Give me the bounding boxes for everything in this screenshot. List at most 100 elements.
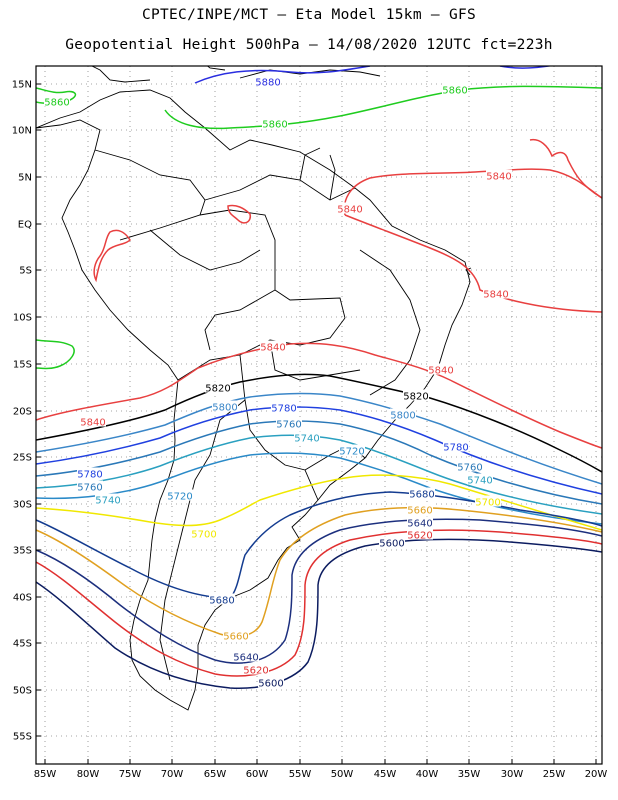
lon-tick-label: 40W <box>416 769 439 780</box>
contour-label-5840: 5840 <box>260 343 285 354</box>
lat-tick-label: 20S <box>13 407 32 418</box>
lon-tick-label: 45W <box>374 769 397 780</box>
lat-tick-label: 45S <box>13 639 32 650</box>
contour-5860 <box>36 85 602 370</box>
contour-label-background <box>390 408 416 420</box>
contour-label-5780: 5780 <box>271 404 296 415</box>
lon-tick-label: 75W <box>119 769 142 780</box>
contour-label-5780: 5780 <box>443 443 468 454</box>
contour-label-5740: 5740 <box>467 476 492 487</box>
lon-tick-label: 60W <box>246 769 269 780</box>
map-title-line-2: Geopotential Height 500hPa – 14/08/2020 … <box>65 37 553 53</box>
map-frame <box>35 65 603 765</box>
contour-label-background <box>260 340 286 352</box>
contour-label-5860: 5860 <box>262 120 287 131</box>
contour-label-background <box>457 460 483 472</box>
contour-label-5840: 5840 <box>483 290 508 301</box>
contour-5800 <box>36 392 602 485</box>
contour-label-background <box>95 493 121 505</box>
contour-label-background <box>403 389 429 401</box>
contour-label-background <box>483 287 509 299</box>
contour-label-5840: 5840 <box>486 172 511 183</box>
lat-tick-label: 5N <box>18 173 32 184</box>
contour-5780 <box>36 406 602 495</box>
contour-label-5760: 5760 <box>77 483 102 494</box>
contour-label-background <box>258 676 284 688</box>
contour-label-5660: 5660 <box>223 632 248 643</box>
contour-label-5860: 5860 <box>442 86 467 97</box>
lon-tick-label: 20W <box>585 769 608 780</box>
contour-label-5640: 5640 <box>233 653 258 664</box>
contour-5820 <box>36 373 602 473</box>
contour-label-background <box>223 629 249 641</box>
contour-label-5720: 5720 <box>167 492 192 503</box>
contour-label-background <box>205 381 231 393</box>
contour-label-5740: 5740 <box>294 434 319 445</box>
contour-label-background <box>337 202 363 214</box>
contour-label-5720: 5720 <box>339 447 364 458</box>
lat-tick-label: 25S <box>13 453 32 464</box>
contour-label-background <box>486 169 512 181</box>
contour-label-5620: 5620 <box>407 531 432 542</box>
lat-tick-label: 55S <box>13 732 32 743</box>
contour-label-background <box>262 117 288 129</box>
contour-label-background <box>379 536 405 548</box>
longitude-ticks: 85W 80W 75W 70W 65W 60W 55W 50W 45W 40W 35W 30W 25W 2… <box>34 759 608 780</box>
contour-5720 <box>36 452 602 525</box>
lon-tick-label: 65W <box>204 769 227 780</box>
lat-tick-label: 30S <box>13 500 32 511</box>
lat-tick-label: 5S <box>19 266 32 277</box>
contour-label-5640: 5640 <box>407 519 432 530</box>
contour-label-5880: 5880 <box>255 78 280 89</box>
contour-5680 <box>36 491 602 599</box>
contour-label-5820: 5820 <box>403 392 428 403</box>
contour-label-background <box>271 401 297 413</box>
lon-tick-label: 30W <box>501 769 524 780</box>
contour-label-background <box>407 516 433 528</box>
contour-label-5600: 5600 <box>258 679 283 690</box>
lat-tick-label: 10N <box>12 126 32 137</box>
lat-tick-label: 15N <box>12 80 32 91</box>
contour-label-5680: 5680 <box>209 596 234 607</box>
contour-label-background <box>44 95 70 107</box>
contour-label-5600: 5600 <box>379 539 404 550</box>
lon-tick-label: 70W <box>161 769 184 780</box>
contour-5700 <box>36 474 602 531</box>
contour-label-background <box>339 444 365 456</box>
contour-label-background <box>191 527 217 539</box>
contour-label-background <box>443 440 469 452</box>
lat-tick-label: 40S <box>13 593 32 604</box>
contour-labels: 5880 5860 5860 5860 5840 5840 5840 5840 5840 5840… <box>44 75 512 690</box>
contour-label-background <box>255 75 281 87</box>
contour-label-5620: 5620 <box>243 666 268 677</box>
coastline-borders <box>36 66 472 711</box>
contour-5600 <box>36 538 602 689</box>
contour-label-background <box>77 467 103 479</box>
contour-5640 <box>36 518 602 664</box>
lon-tick-label: 85W <box>34 769 57 780</box>
contour-label-5760: 5760 <box>276 420 301 431</box>
contour-label-background <box>294 431 320 443</box>
lat-lon-grid <box>36 66 602 764</box>
contour-label-5840: 5840 <box>428 366 453 377</box>
contour-label-5840: 5840 <box>80 418 105 429</box>
contour-label-background <box>77 480 103 492</box>
contour-5660 <box>36 506 602 638</box>
contour-label-background <box>167 489 193 501</box>
contour-label-background <box>233 650 259 662</box>
contour-label-5860: 5860 <box>44 98 69 109</box>
contour-label-5800: 5800 <box>390 411 415 422</box>
contour-5880 <box>194 66 554 84</box>
contour-label-background <box>467 473 493 485</box>
contour-label-5740: 5740 <box>95 496 120 507</box>
lon-tick-label: 35W <box>458 769 481 780</box>
lon-tick-label: 25W <box>543 769 566 780</box>
lat-tick-label: EQ <box>18 220 32 231</box>
contour-label-5700: 5700 <box>191 530 216 541</box>
lon-tick-label: 50W <box>331 769 354 780</box>
contour-label-5680: 5680 <box>409 490 434 501</box>
contour-label-5700: 5700 <box>475 498 500 509</box>
lat-tick-label: 15S <box>13 360 32 371</box>
contour-label-background <box>407 503 433 515</box>
